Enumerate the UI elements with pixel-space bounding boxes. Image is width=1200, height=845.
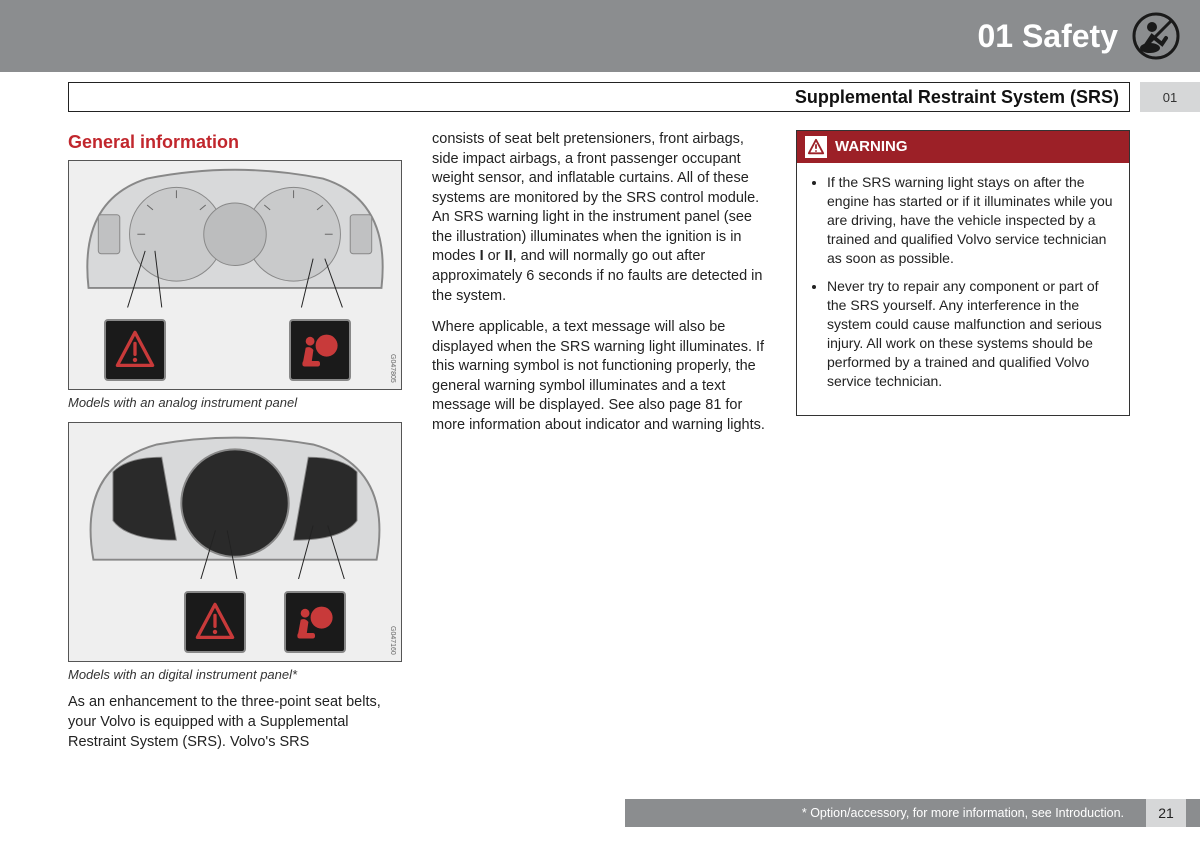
airbag-icon bbox=[289, 319, 351, 381]
paragraph-2: consists of seat belt pretensioners, fro… bbox=[432, 130, 766, 306]
warning-body: If the SRS warning light stays on after … bbox=[797, 163, 1129, 415]
section-tab-label: 01 bbox=[1163, 90, 1177, 105]
warning-item: Never try to repair any component or par… bbox=[827, 277, 1115, 390]
figure-code: G047805 bbox=[388, 354, 397, 383]
chapter-header-bar: 01 Safety bbox=[0, 0, 1200, 72]
warning-item: If the SRS warning light stays on after … bbox=[827, 173, 1115, 267]
no-seatbelt-icon bbox=[1132, 12, 1180, 60]
column-2: consists of seat belt pretensioners, fro… bbox=[432, 130, 766, 785]
warning-triangle-icon bbox=[104, 319, 166, 381]
airbag-icon bbox=[284, 591, 346, 653]
section-header: Supplemental Restraint System (SRS) bbox=[68, 82, 1130, 112]
figure1-caption: Models with an analog instrument panel bbox=[68, 394, 402, 412]
subheading: General information bbox=[68, 130, 402, 154]
figure2-caption: Models with an digital instrument panel* bbox=[68, 666, 402, 684]
p2-part-a: consists of seat belt pretensioners, fro… bbox=[432, 131, 759, 264]
paragraph-3: Where applicable, a text message will al… bbox=[432, 318, 766, 435]
section-title: Supplemental Restraint System (SRS) bbox=[795, 87, 1119, 108]
warning-header: WARNING bbox=[797, 131, 1129, 163]
footer-note: * Option/accessory, for more information… bbox=[802, 806, 1124, 820]
digital-cluster-illustration bbox=[69, 423, 401, 579]
chapter-title: 01 Safety bbox=[977, 18, 1118, 55]
warning-box: WARNING If the SRS warning light stays o… bbox=[796, 130, 1130, 416]
p2-or: or bbox=[484, 248, 505, 264]
section-tab: 01 bbox=[1140, 82, 1200, 112]
warning-header-icon bbox=[805, 136, 827, 158]
column-3: WARNING If the SRS warning light stays o… bbox=[796, 130, 1130, 785]
figure-code: G047160 bbox=[388, 626, 397, 655]
page-number: 21 bbox=[1146, 799, 1186, 827]
column-1: General information bbox=[68, 130, 402, 785]
warning-triangle-icon bbox=[184, 591, 246, 653]
mode-2: II bbox=[505, 248, 513, 264]
analog-cluster-illustration bbox=[69, 161, 401, 307]
figure-digital-panel: G047160 bbox=[68, 422, 402, 662]
content-area: General information bbox=[68, 130, 1130, 785]
warning-title: WARNING bbox=[835, 137, 908, 157]
paragraph-1: As an enhancement to the three-point sea… bbox=[68, 693, 402, 752]
figure-analog-panel: G047805 bbox=[68, 160, 402, 390]
footer-bar: * Option/accessory, for more information… bbox=[625, 799, 1200, 827]
